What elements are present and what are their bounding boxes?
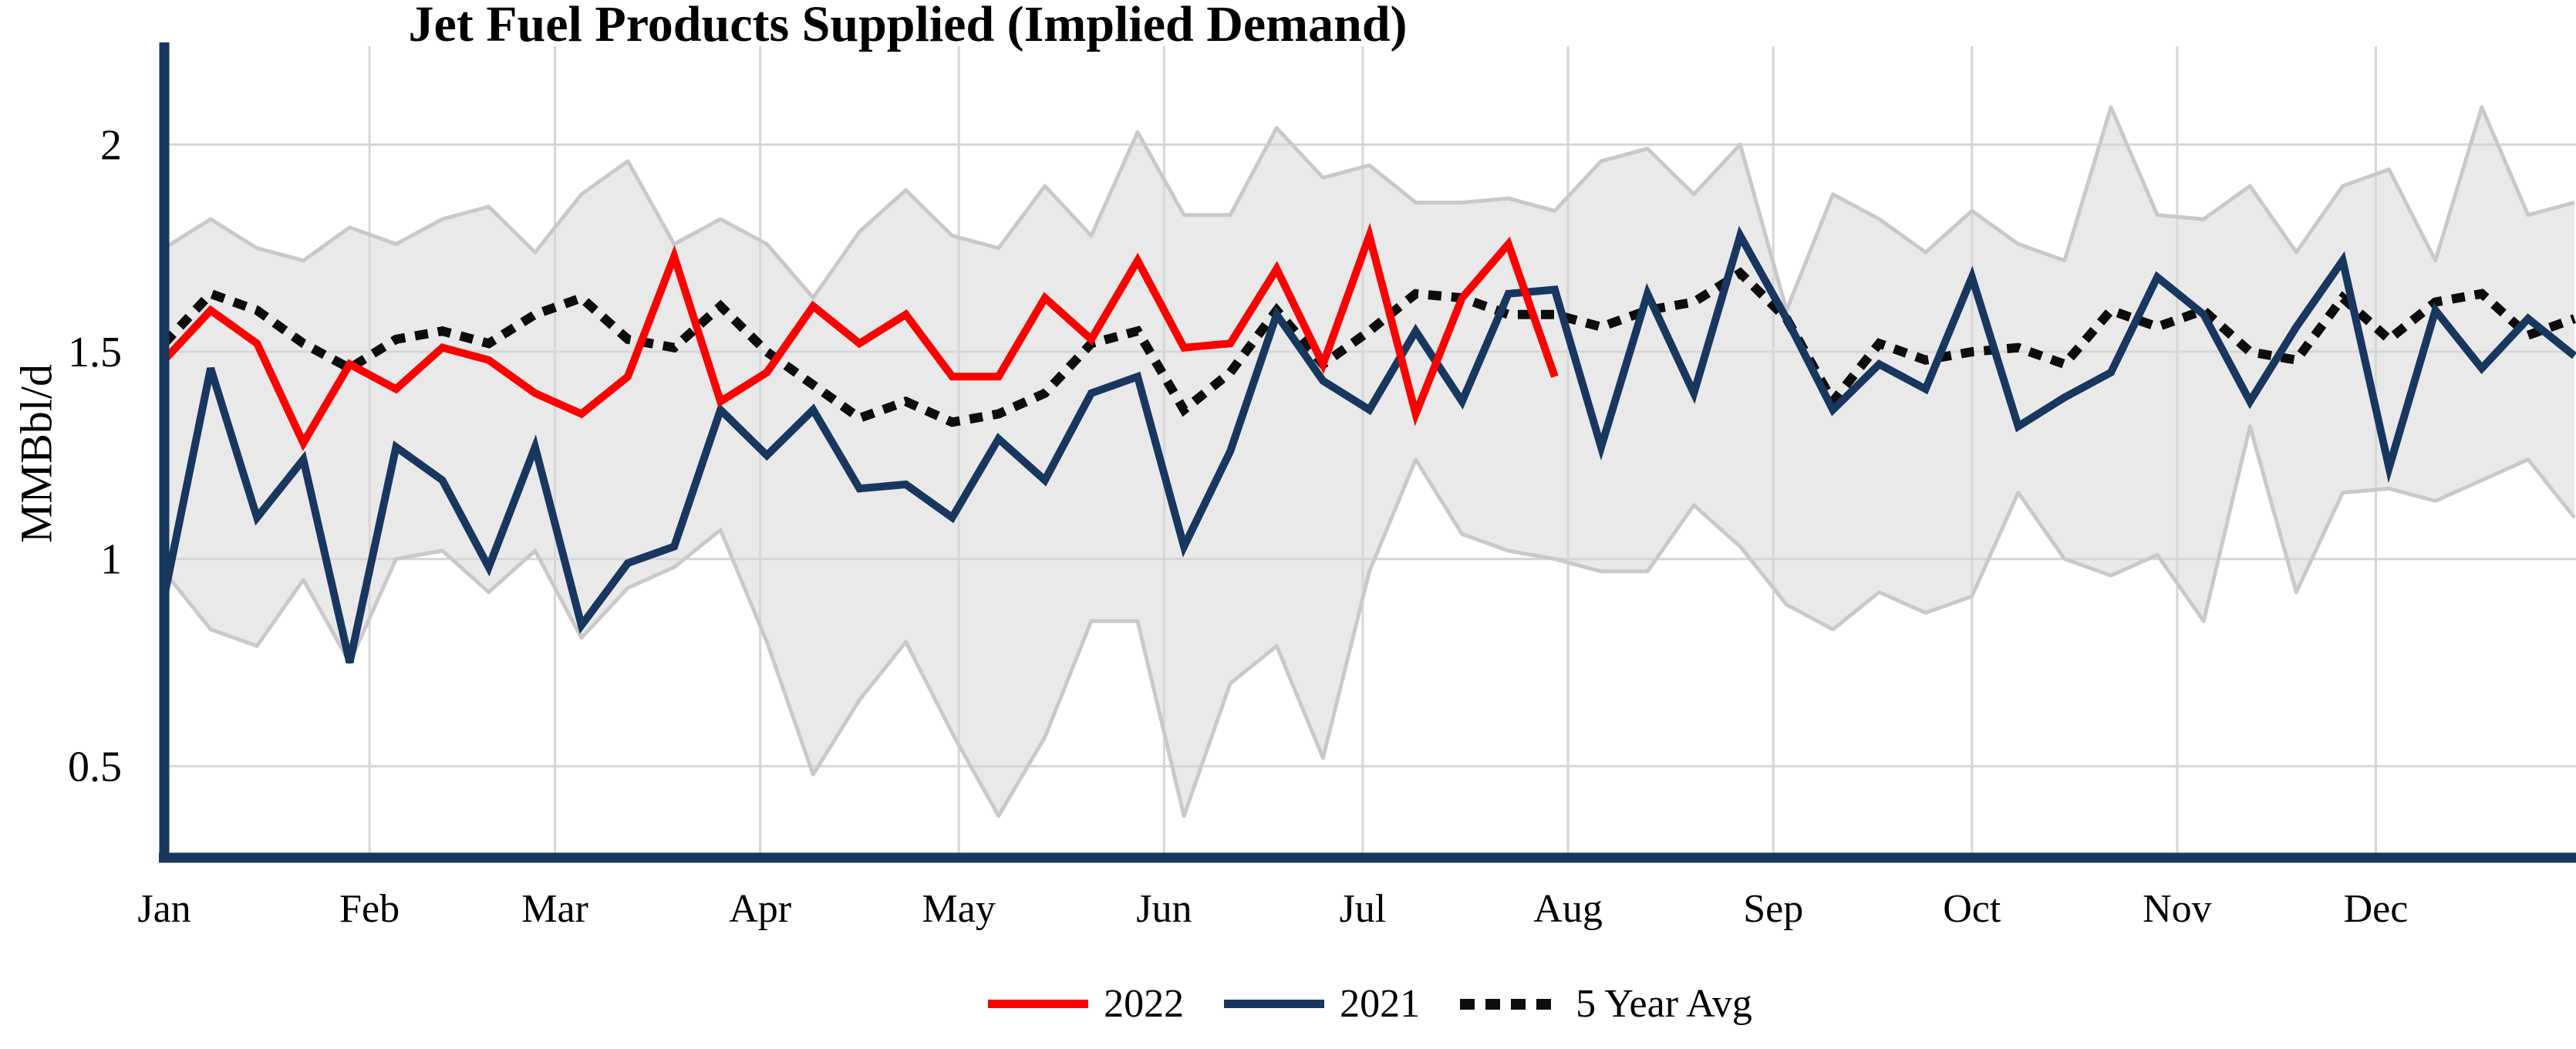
chart-title: Jet Fuel Products Supplied (Implied Dema…	[408, 0, 1408, 52]
x-month-label-Mar: Mar	[521, 887, 588, 931]
y-tick-label-0.5: 0.5	[68, 743, 122, 791]
gridlines	[163, 46, 2576, 858]
x-month-label-Aug: Aug	[1533, 887, 1603, 931]
legend: 2022 2021 5 Year Avg	[164, 981, 2576, 1027]
legend-2022-line-icon	[988, 1000, 1089, 1008]
x-month-label-Dec: Dec	[2344, 887, 2409, 931]
x-month-labels: Jan Feb Mar Apr May Jun Jul Aug Sep Oct Nov Dec	[137, 887, 2408, 931]
legend-2022-label: 2022	[1104, 982, 1185, 1026]
x-month-label-Nov: Nov	[2143, 887, 2212, 931]
x-month-label-Jul: Jul	[1340, 887, 1387, 931]
x-month-label-Sep: Sep	[1743, 887, 1803, 931]
band-lower-border	[163, 424, 2576, 818]
x-month-label-May: May	[922, 887, 996, 931]
y-tick-label-1.5: 1.5	[68, 329, 122, 376]
x-month-label-Oct: Oct	[1943, 887, 2001, 931]
x-month-label-Jan: Jan	[137, 887, 191, 931]
y-tick-label-2: 2	[100, 121, 122, 169]
legend-item-2022: 2022	[988, 981, 1184, 1027]
five-year-avg-line	[160, 267, 2576, 427]
legend-item-2021: 2021	[1224, 981, 1420, 1027]
legend-item-5yr-avg: 5 Year Avg	[1460, 981, 1752, 1027]
series-2022-line	[161, 222, 1559, 452]
legend-5yr-avg-label: 5 Year Avg	[1576, 982, 1752, 1026]
y-axis-title: MMBbl/d	[11, 363, 62, 544]
x-month-label-Feb: Feb	[339, 887, 400, 931]
y-tick-label-1: 1	[100, 536, 122, 584]
legend-5yr-avg-dotted-icon	[1460, 998, 1561, 1010]
legend-2021-line-icon	[1224, 1000, 1325, 1008]
x-month-label-Apr: Apr	[729, 887, 791, 931]
band-upper-border	[163, 105, 2575, 312]
y-tick-labels: 2 1.5 1 0.5	[68, 121, 122, 791]
x-month-label-Jun: Jun	[1136, 887, 1192, 931]
series-2021-line	[160, 225, 2576, 664]
legend-2021-label: 2021	[1340, 982, 1421, 1026]
